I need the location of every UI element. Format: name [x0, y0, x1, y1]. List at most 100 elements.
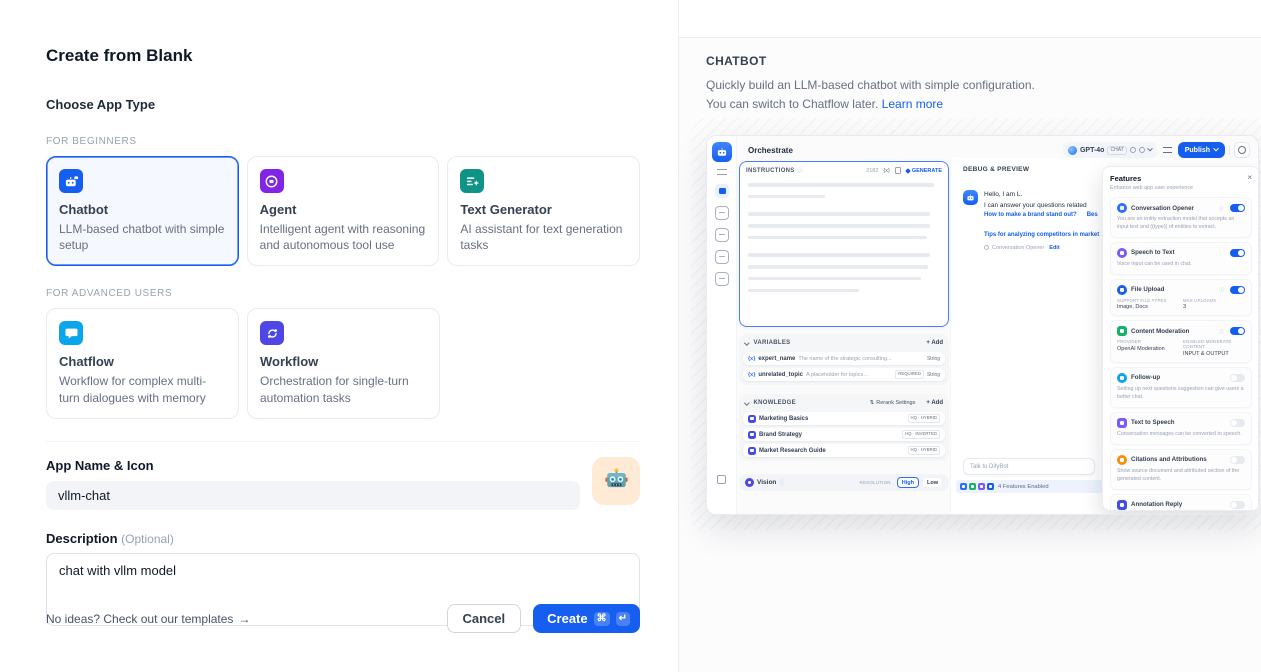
nav-notes-icon [715, 228, 729, 242]
preview-heading: CHATBOT [706, 54, 767, 68]
feature-mini-icon [960, 483, 967, 490]
feature-card-citations: Citations and Attributions Show source d… [1110, 448, 1252, 490]
cmd-key-icon: ⌘ [593, 611, 610, 626]
enter-key-icon: ↵ [615, 611, 630, 626]
feature-card-conversation-opener: Conversation Opener ⓘ You are an entity … [1110, 197, 1252, 238]
divider [1229, 145, 1230, 155]
resolution-high-pill: High [896, 477, 919, 488]
chat-greeting: Hello, I am L. I can answer your questio… [984, 191, 1106, 251]
variables-header: VARIABLES + Add [743, 338, 945, 349]
toggle-off [1230, 455, 1245, 464]
create-from-blank-panel: Create from Blank Choose App Type FOR BE… [46, 46, 641, 633]
card-title: Text Generator [460, 202, 552, 217]
sparkle-icon [905, 167, 911, 174]
resolution-low-pill: Low [922, 477, 943, 488]
debug-preview-title: DEBUG & PREVIEW [963, 166, 1030, 173]
chatflow-icon [59, 321, 83, 346]
info-icon: ⓘ [1219, 329, 1224, 335]
chevron-down-icon [1146, 145, 1153, 152]
variable-row: {x} unrelated_topic A placeholder for to… [743, 368, 945, 381]
instructions-panel: INSTRUCTIONS ⓘ 2182 {x} GENERATE [739, 161, 949, 327]
suggested-question: How to make a brand stand out? [984, 212, 1077, 218]
advanced-cards-row: Chatflow Workflow for complex multi-turn… [46, 308, 640, 419]
app-type-preview-panel: CHATBOT Quickly build an LLM-based chatb… [678, 0, 1261, 672]
chevron-down-icon [744, 340, 750, 346]
app-type-card-agent[interactable]: Agent Intelligent agent with reasoning a… [246, 156, 440, 267]
file-upload-icon [1117, 284, 1127, 295]
toggle-off [1230, 418, 1245, 427]
nav-bottom-icon [717, 475, 726, 484]
text-generator-icon [460, 169, 485, 193]
follow-up-icon [1117, 372, 1127, 383]
app-name-input[interactable] [46, 480, 580, 510]
card-title: Agent [259, 202, 297, 217]
toggle-on [1230, 204, 1245, 212]
info-icon: ⓘ [1219, 288, 1224, 294]
swap-icon [717, 169, 727, 175]
add-variable-button: + Add [926, 340, 943, 346]
workflow-icon [260, 321, 284, 346]
feature-card-content-moderation: Content Moderation ⓘ PROVIDER OpenAI Mod… [1110, 320, 1252, 363]
dataset-icon [748, 446, 756, 455]
app-icon-button[interactable] [592, 456, 640, 505]
clock-icon [984, 245, 989, 250]
close-icon: × [1247, 173, 1252, 182]
chevron-down-icon [1213, 145, 1219, 152]
instructions-header: INSTRUCTIONS ⓘ 2182 {x} GENERATE [746, 167, 942, 174]
add-knowledge-button: + Add [926, 400, 943, 406]
edit-link: Edit [1049, 244, 1060, 251]
chat-input: Talk to DifyBot [963, 458, 1095, 475]
card-desc: AI assistant for text generation tasks [460, 222, 623, 253]
feature-card-text-to-speech: Text to Speech Conversation messages can… [1110, 411, 1252, 445]
features-header: Features Enhance web app user experience… [1110, 173, 1252, 192]
retrieval-badge: HQ · HYBRID [907, 446, 940, 455]
feature-mini-icon [987, 483, 994, 490]
knowledge-section: KNOWLEDGE ⇅ Rerank Settings + Add Market… [739, 394, 949, 461]
app-type-card-workflow[interactable]: Workflow Orchestration for single-turn a… [247, 308, 440, 419]
preview-description: Quickly build an LLM-based chatbot with … [706, 78, 1035, 111]
knowledge-row: Marketing Basics HQ · HYBRID [743, 412, 945, 425]
learn-more-link[interactable]: Learn more [881, 96, 944, 111]
preview-sidebar [707, 136, 737, 514]
app-type-card-text-generator[interactable]: Text Generator AI assistant for text gen… [447, 156, 641, 267]
create-button[interactable]: Create ⌘ ↵ [533, 604, 640, 633]
info-icon: ⓘ [797, 168, 803, 174]
app-type-card-chatflow[interactable]: Chatflow Workflow for complex multi-turn… [46, 308, 239, 419]
rerank-settings-button: ⇅ Rerank Settings [869, 400, 916, 406]
modal-footer: No ideas? Check out our templates → Canc… [46, 604, 640, 633]
vision-row: Vision ⓘ RESOLUTION High Low [739, 474, 949, 491]
annotation-reply-icon [1117, 499, 1127, 510]
required-badge: REQUIRED [895, 370, 924, 379]
page-title: Create from Blank [46, 46, 193, 65]
instructions-placeholder-text [740, 177, 948, 306]
templates-link[interactable]: No ideas? Check out our templates → [46, 611, 251, 626]
features-panel: Features Enhance web app user experience… [1102, 166, 1258, 511]
for-advanced-label: FOR ADVANCED USERS [46, 288, 173, 300]
description-label: Description (Optional) [46, 530, 174, 546]
conversation-opener-icon [1117, 203, 1127, 213]
chatbot-icon [59, 169, 83, 193]
card-desc: Workflow for complex multi-turn dialogue… [59, 374, 207, 405]
settings-icon [1138, 147, 1145, 153]
app-type-card-chatbot[interactable]: Chatbot LLM-based chatbot with simple se… [46, 156, 239, 267]
nav-logs-icon [715, 250, 729, 264]
cancel-button[interactable]: Cancel [446, 604, 522, 633]
toggle-off [1230, 373, 1245, 382]
knowledge-row: Brand Strategy HQ · INVERTED [743, 428, 945, 441]
toggle-on [1230, 285, 1245, 294]
orchestrate-title: Orchestrate [748, 146, 793, 155]
card-title: Workflow [260, 354, 319, 370]
info-icon: ⓘ [779, 480, 785, 486]
chevron-down-icon [744, 400, 750, 406]
citations-icon [1117, 454, 1127, 465]
model-name: GPT-4o [1079, 146, 1105, 154]
bot-avatar [963, 190, 978, 205]
model-mode-badge: CHAT [1107, 145, 1127, 155]
app-name-block: App Name & Icon [46, 456, 640, 510]
feature-card-file-upload: File Upload ⓘ SUPPORT FILE TYPES Image, … [1110, 278, 1252, 317]
card-desc: Intelligent agent with reasoning and aut… [259, 222, 426, 253]
nav-image-icon [715, 206, 729, 220]
model-selector: GPT-4o CHAT [1062, 142, 1157, 158]
knowledge-row: Market Research Guide HQ · HYBRID [743, 444, 945, 457]
